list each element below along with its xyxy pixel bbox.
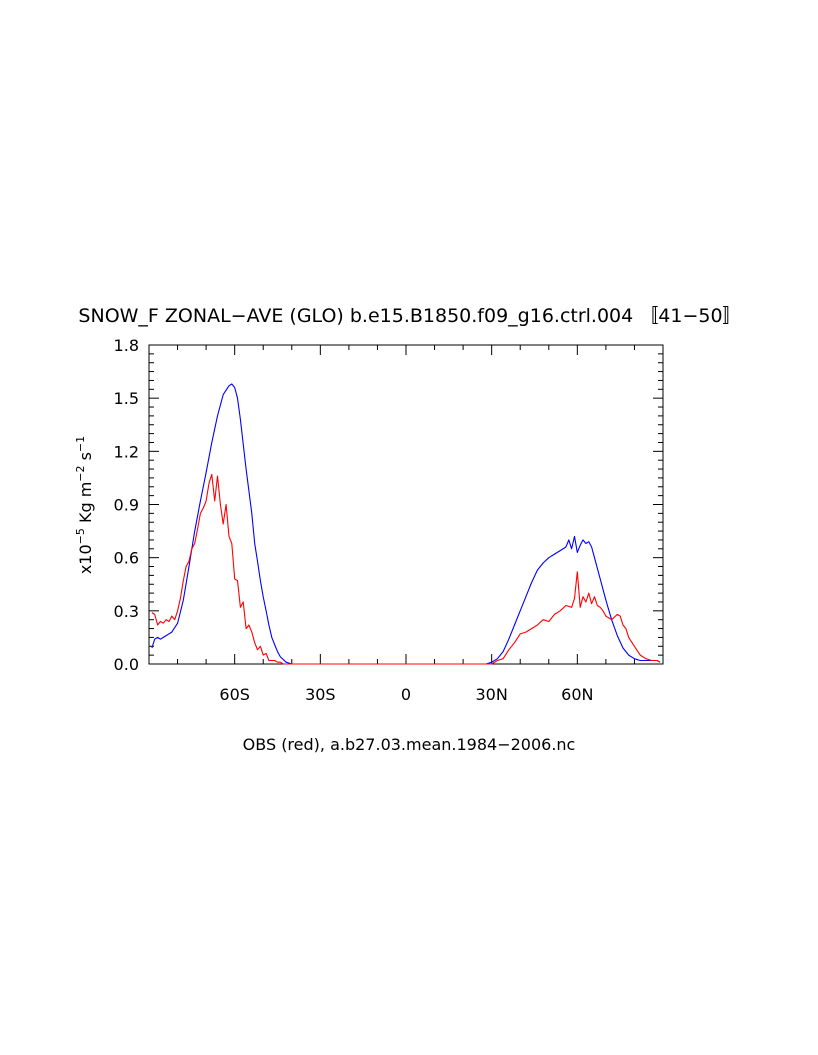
x-tick-label: 0: [401, 685, 411, 704]
y-label-mid2: s: [76, 452, 95, 465]
chart-title: SNOW_F ZONAL−AVE (GLO) b.e15.B1850.f09_g…: [78, 305, 741, 327]
x-tick-label: 60N: [561, 685, 593, 704]
x-tick-label: 30S: [305, 685, 336, 704]
y-tick-label: 0.9: [114, 496, 139, 515]
y-tick-label: 0.3: [114, 602, 139, 621]
y-tick-label: 1.8: [114, 336, 139, 355]
y-axis: 0.0 0.3 0.6 0.9 1.2 1.5 1.8: [114, 336, 663, 674]
y-label-prefix: x10: [76, 544, 95, 574]
y-tick-label: 1.2: [114, 442, 139, 461]
y-label-exp3: −1: [74, 436, 87, 452]
series-line-1: [151, 473, 661, 665]
x-tick-label: 30N: [476, 685, 508, 704]
series-layer: [151, 383, 661, 665]
y-label-exp1: −5: [74, 528, 87, 544]
x-axis: 60S 30S 0 30N 60N: [148, 345, 664, 704]
y-label-mid1: Kg m: [76, 482, 95, 528]
x-tick-label: 60S: [219, 685, 250, 704]
y-tick-label: 0.0: [114, 655, 139, 674]
x-axis-label: OBS (red), a.b27.03.mean.1984−2006.nc: [243, 735, 576, 754]
y-label-exp2: −2: [74, 465, 87, 481]
y-axis-label: x10−5 Kg m−2 s−1: [74, 436, 95, 574]
y-tick-label: 0.6: [114, 549, 139, 568]
y-tick-label: 1.5: [114, 389, 139, 408]
